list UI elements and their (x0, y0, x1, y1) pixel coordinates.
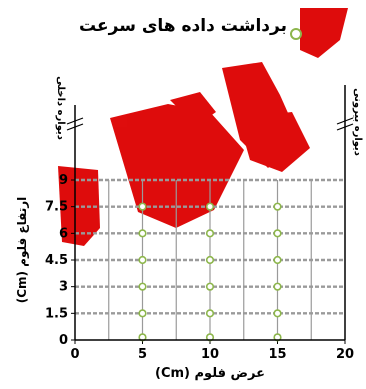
measurement-point (273, 229, 282, 238)
x-tick-label: 5 (138, 347, 147, 362)
y-tick-label: 0 (59, 333, 68, 348)
y-tick-label: 4.5 (45, 253, 68, 268)
measurement-point (273, 255, 282, 265)
left-wall-label: دیواره داخلی (55, 76, 66, 140)
y-tick-label: 3 (59, 280, 68, 295)
y-tick-label: 7.5 (45, 200, 68, 215)
right-break-mark (336, 117, 354, 131)
y-tick-label: 6 (59, 226, 68, 241)
measurement-point (205, 282, 215, 291)
title-bullet-icon (290, 28, 302, 40)
x-tick-label: 15 (268, 347, 286, 362)
right-wall-label: دیواره بیرونی (352, 88, 363, 156)
chart-title: برداشت داده های سرعت (79, 16, 287, 36)
x-tick-label: 20 (336, 347, 354, 362)
measurement-point (138, 229, 147, 238)
measurement-point (273, 282, 282, 291)
measurement-point (205, 255, 215, 265)
measurement-point (138, 255, 147, 265)
measurement-point (205, 229, 215, 238)
left-break-mark (66, 117, 84, 131)
watermark-logo (58, 8, 348, 246)
measurement-point (273, 202, 282, 211)
measurement-point (273, 309, 282, 318)
y-axis-label: ارتفاع فلوم (Cm) (15, 197, 30, 304)
measurement-point (138, 282, 147, 291)
x-tick-label: 10 (201, 347, 219, 362)
x-tick-label: 0 (70, 347, 79, 362)
measurement-point (205, 202, 215, 211)
measurement-point (205, 309, 215, 318)
x-axis-label: عرض فلوم (Cm) (155, 366, 265, 381)
measurement-point (138, 309, 147, 318)
y-tick-label: 9 (59, 173, 68, 188)
measurement-point (138, 202, 147, 211)
y-tick-label: 1.5 (45, 306, 68, 321)
